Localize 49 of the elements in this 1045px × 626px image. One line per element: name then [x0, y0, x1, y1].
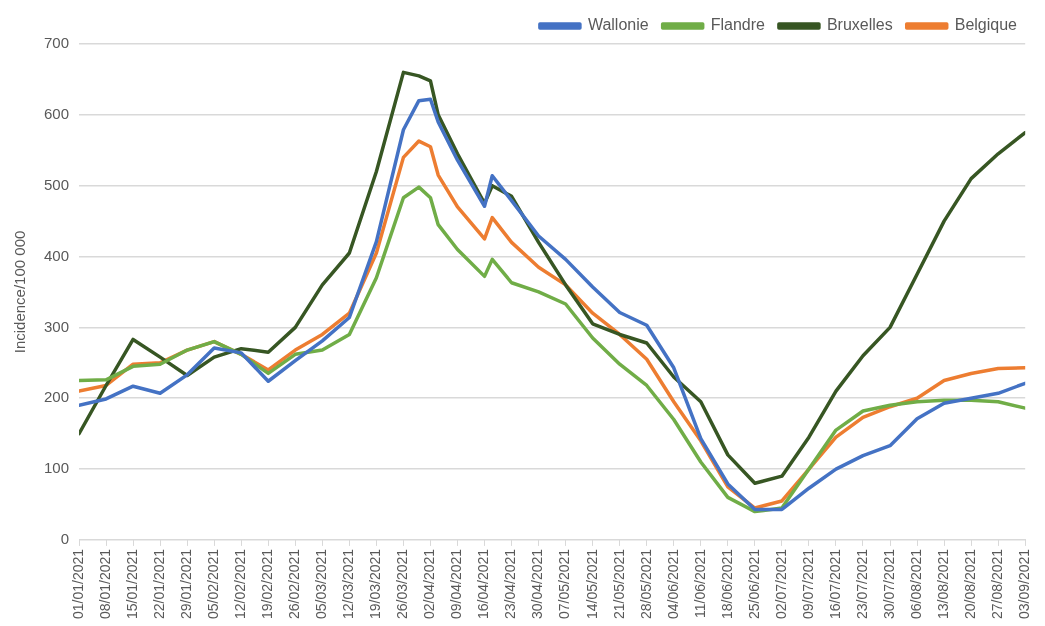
x-tick-label: 19/02/2021	[259, 548, 276, 620]
x-tick-label: 11/06/2021	[691, 548, 708, 618]
x-tick-label: 15/01/2021	[123, 548, 140, 620]
x-tick-label: 14/05/2021	[583, 548, 600, 620]
legend-label: Bruxelles	[826, 16, 893, 34]
y-tick-label: 700	[44, 34, 70, 52]
x-tick-label: 05/03/2021	[313, 548, 330, 620]
y-tick-label: 0	[60, 530, 70, 548]
x-tick-label: 30/07/2021	[880, 548, 897, 620]
x-tick-label: 04/06/2021	[664, 548, 681, 620]
x-tick-label: 25/06/2021	[745, 548, 762, 620]
y-tick-label: 200	[44, 388, 70, 406]
x-tick-label: 06/08/2021	[907, 548, 924, 620]
x-tick-label: 02/07/2021	[772, 548, 789, 620]
x-tick-label: 07/05/2021	[556, 548, 573, 620]
y-tick-label: 500	[44, 175, 70, 193]
x-tick-label: 12/02/2021	[232, 548, 249, 620]
x-tick-label: 26/02/2021	[286, 548, 303, 620]
x-tick-label: 28/05/2021	[637, 548, 654, 620]
y-tick-label: 300	[44, 317, 70, 335]
x-tick-label: 26/03/2021	[394, 548, 411, 620]
x-tick-label: 30/04/2021	[529, 548, 546, 620]
legend-label: Belgique	[954, 16, 1018, 34]
x-tick-label: 09/04/2021	[448, 548, 465, 620]
x-tick-label: 16/07/2021	[826, 548, 843, 620]
y-tick-label: 400	[44, 246, 70, 264]
x-tick-label: 18/06/2021	[718, 548, 735, 620]
x-tick-label: 21/05/2021	[610, 548, 627, 620]
x-tick-label: 09/07/2021	[799, 548, 816, 620]
x-tick-label: 19/03/2021	[367, 548, 384, 620]
legend-label: Flandre	[710, 16, 766, 34]
y-tick-label: 600	[44, 104, 70, 122]
x-tick-label: 13/08/2021	[934, 548, 951, 620]
x-tick-label: 27/08/2021	[989, 548, 1006, 620]
x-tick-label: 03/09/2021	[1016, 548, 1033, 620]
x-tick-label: 23/07/2021	[853, 548, 870, 620]
x-tick-label: 29/01/2021	[178, 548, 195, 620]
y-tick-label: 100	[44, 459, 70, 477]
x-tick-label: 01/01/2021	[69, 548, 86, 620]
y-axis-title: Incidence/100 000	[11, 230, 29, 354]
x-tick-label: 16/04/2021	[475, 548, 492, 620]
x-tick-label: 22/01/2021	[150, 548, 167, 620]
x-tick-label: 08/01/2021	[96, 548, 113, 620]
x-tick-label: 20/08/2021	[961, 548, 978, 620]
x-tick-label: 02/04/2021	[421, 548, 438, 620]
x-tick-label: 23/04/2021	[502, 548, 519, 620]
x-tick-label: 05/02/2021	[205, 548, 222, 620]
legend-label: Wallonie	[587, 16, 649, 34]
x-tick-label: 12/03/2021	[340, 548, 357, 620]
